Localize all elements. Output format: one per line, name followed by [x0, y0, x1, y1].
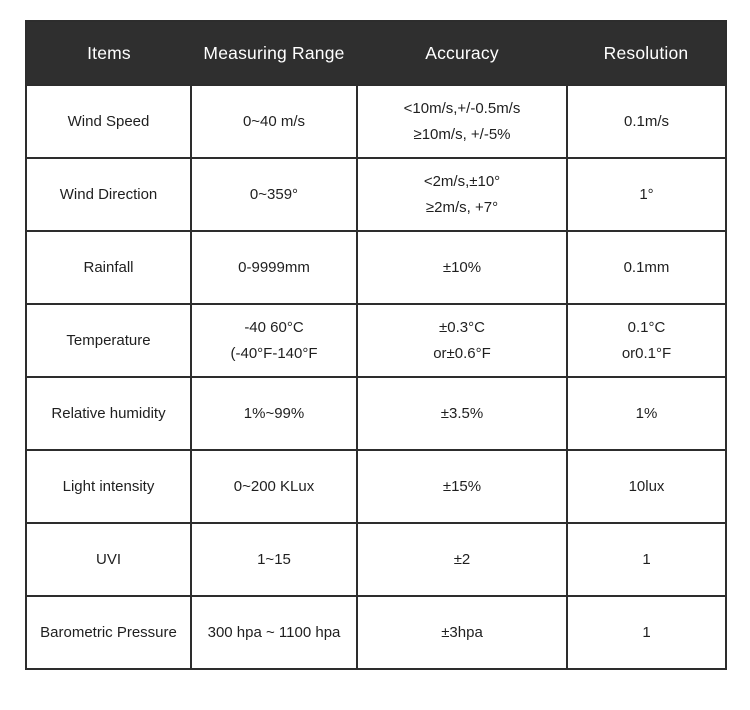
cell-resolution: 1%: [566, 376, 727, 451]
table-header: Items Measuring Range Accuracy Resolutio…: [26, 21, 726, 85]
cell-accuracy: ±15%: [356, 449, 568, 524]
header-measuring-range: Measuring Range: [191, 21, 357, 85]
table-row-uvi: UVI 1~15 ±2 1: [25, 522, 727, 597]
cell-accuracy: <2m/s,±10° ≥2m/s, +7°: [356, 157, 568, 232]
table-row-relative-humidity: Relative humidity 1%~99% ±3.5% 1%: [25, 376, 727, 451]
table-body: Wind Speed 0~40 m/s <10m/s,+/-0.5m/s ≥10…: [25, 84, 727, 670]
cell-accuracy: ±0.3°C or±0.6°F: [356, 303, 568, 378]
cell-measuring-range: -40 60°C (-40°F-140°F: [190, 303, 358, 378]
table-row-light-intensity: Light intensity 0~200 KLux ±15% 10lux: [25, 449, 727, 524]
cell-item: Barometric Pressure: [25, 595, 192, 670]
spec-table: Items Measuring Range Accuracy Resolutio…: [25, 20, 727, 670]
cell-measuring-range: 300 hpa ~ 1100 hpa: [190, 595, 358, 670]
cell-item: Rainfall: [25, 230, 192, 305]
table-row-wind-speed: Wind Speed 0~40 m/s <10m/s,+/-0.5m/s ≥10…: [25, 84, 727, 159]
cell-resolution: 0.1mm: [566, 230, 727, 305]
cell-resolution: 10lux: [566, 449, 727, 524]
cell-resolution: 1: [566, 595, 727, 670]
cell-measuring-range: 1~15: [190, 522, 358, 597]
cell-measuring-range: 0~40 m/s: [190, 84, 358, 159]
cell-accuracy: ±2: [356, 522, 568, 597]
table-row-barometric-pressure: Barometric Pressure 300 hpa ~ 1100 hpa ±…: [25, 595, 727, 670]
table-row-temperature: Temperature -40 60°C (-40°F-140°F ±0.3°C…: [25, 303, 727, 378]
spec-table-container: Items Measuring Range Accuracy Resolutio…: [25, 20, 727, 670]
cell-item: Light intensity: [25, 449, 192, 524]
cell-measuring-range: 0-9999mm: [190, 230, 358, 305]
cell-item: Wind Speed: [25, 84, 192, 159]
cell-measuring-range: 0~200 KLux: [190, 449, 358, 524]
cell-item: Wind Direction: [25, 157, 192, 232]
cell-resolution: 1: [566, 522, 727, 597]
table-header-row: Items Measuring Range Accuracy Resolutio…: [26, 21, 726, 85]
cell-measuring-range: 0~359°: [190, 157, 358, 232]
cell-resolution: 1°: [566, 157, 727, 232]
cell-accuracy: <10m/s,+/-0.5m/s ≥10m/s, +/-5%: [356, 84, 568, 159]
table-row-wind-direction: Wind Direction 0~359° <2m/s,±10° ≥2m/s, …: [25, 157, 727, 232]
cell-measuring-range: 1%~99%: [190, 376, 358, 451]
header-accuracy: Accuracy: [357, 21, 567, 85]
cell-resolution: 0.1°C or0.1°F: [566, 303, 727, 378]
cell-accuracy: ±3hpa: [356, 595, 568, 670]
header-resolution: Resolution: [567, 21, 726, 85]
table-row-rainfall: Rainfall 0-9999mm ±10% 0.1mm: [25, 230, 727, 305]
cell-accuracy: ±10%: [356, 230, 568, 305]
header-items: Items: [26, 21, 191, 85]
cell-item: Temperature: [25, 303, 192, 378]
cell-resolution: 0.1m/s: [566, 84, 727, 159]
cell-item: UVI: [25, 522, 192, 597]
cell-item: Relative humidity: [25, 376, 192, 451]
cell-accuracy: ±3.5%: [356, 376, 568, 451]
